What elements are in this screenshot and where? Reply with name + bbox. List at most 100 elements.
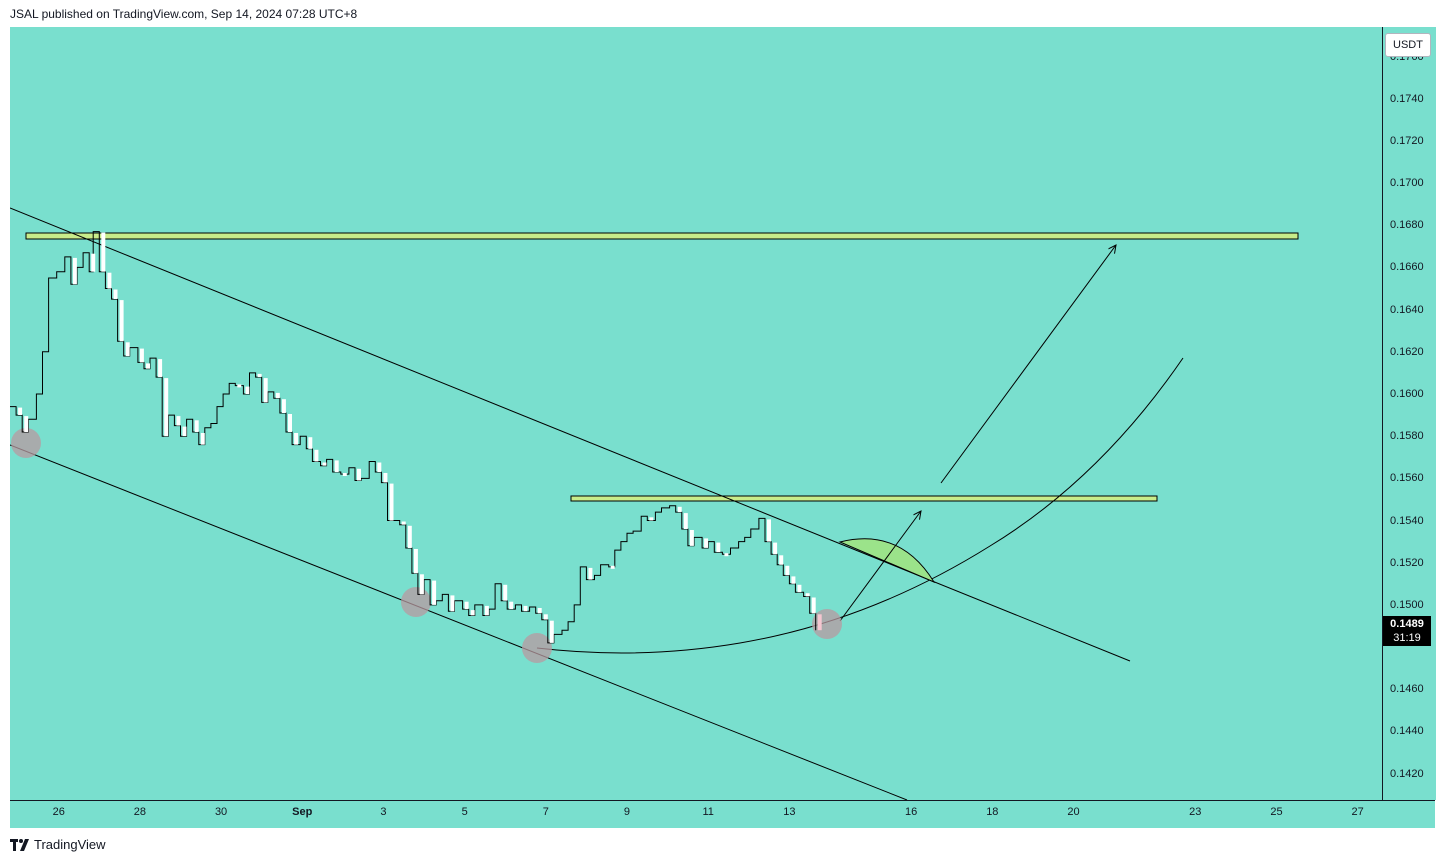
rounded-bottom-curve[interactable]	[536, 357, 1184, 654]
price-point	[72, 257, 77, 285]
price-tick: 0.1660	[1390, 261, 1424, 274]
price-point	[18, 407, 23, 415]
time-tick: 3	[380, 806, 387, 818]
price-scale[interactable]	[1382, 27, 1436, 800]
publisher-header: JSAL published on TradingView.com, Sep 1…	[10, 7, 358, 21]
time-tick: 23	[1189, 806, 1202, 818]
price-point	[308, 437, 313, 449]
pivot-marker[interactable]	[11, 428, 41, 458]
price-point	[811, 597, 816, 614]
price-series-line[interactable]	[10, 231, 817, 644]
price-point	[176, 416, 181, 426]
time-tick: 30	[214, 806, 228, 818]
price-point	[470, 610, 475, 616]
price-point	[649, 517, 654, 521]
price-point	[785, 565, 790, 576]
currency-badge[interactable]: USDT	[1385, 33, 1431, 57]
price-point	[543, 614, 548, 620]
price-point	[164, 378, 169, 437]
price-point	[334, 460, 339, 473]
price-point	[113, 289, 118, 299]
price-point	[237, 384, 242, 388]
price-point	[91, 253, 96, 272]
price-tick: 0.1540	[1390, 514, 1424, 527]
price-point	[413, 549, 418, 574]
price-point	[432, 580, 437, 605]
price-chart-svg[interactable]	[10, 27, 1382, 800]
price-point	[194, 420, 199, 432]
price-point	[107, 272, 112, 289]
price-point	[588, 567, 593, 580]
pivot-marker[interactable]	[522, 633, 552, 663]
price-tick: 0.1420	[1390, 767, 1424, 780]
last-price-value: 0.1489	[1390, 618, 1424, 630]
time-tick: 5	[461, 806, 468, 818]
pivot-marker[interactable]	[401, 587, 431, 617]
price-point	[773, 542, 778, 555]
channel-upper-trendline[interactable]	[10, 207, 1131, 662]
last-price-label: 0.1489 31:19	[1383, 616, 1431, 646]
time-tick: 9	[623, 806, 631, 818]
resistance-zone-upper[interactable]	[25, 232, 1299, 240]
price-tick: 0.1580	[1390, 430, 1424, 443]
price-tick: 0.1440	[1390, 725, 1424, 738]
price-point	[294, 433, 299, 445]
price-point	[342, 473, 347, 476]
time-tick: 16	[905, 806, 918, 818]
price-point	[683, 513, 688, 529]
price-point	[610, 565, 615, 569]
time-tick: 27	[1351, 806, 1364, 818]
chart-pane[interactable]	[10, 27, 1382, 800]
price-point	[716, 542, 721, 553]
time-tick: 11	[702, 806, 714, 818]
price-point	[383, 473, 388, 483]
price-point	[450, 595, 455, 612]
price-point	[704, 538, 709, 548]
price-point	[125, 342, 130, 357]
price-point	[689, 530, 694, 546]
time-tick: 28	[133, 806, 147, 818]
breakout-arrow-short[interactable]	[839, 511, 921, 622]
price-point	[401, 521, 406, 525]
price-point	[464, 601, 469, 610]
price-point	[263, 378, 268, 403]
price-tick: 0.1500	[1390, 598, 1424, 611]
price-tick: 0.1620	[1390, 345, 1424, 358]
price-tick: 0.1700	[1390, 177, 1424, 190]
price-point	[146, 363, 150, 369]
target-arrow-long[interactable]	[940, 245, 1116, 484]
resistance-zone-middle[interactable]	[570, 495, 1158, 502]
price-tick: 0.1640	[1390, 303, 1424, 316]
price-point	[767, 519, 771, 542]
price-point	[549, 620, 554, 643]
price-point	[257, 373, 262, 378]
price-point	[24, 416, 29, 432]
price-point	[817, 614, 822, 631]
price-point	[158, 359, 163, 378]
price-point	[509, 601, 514, 610]
price-tick: 0.1600	[1390, 387, 1424, 400]
price-tick: 0.1680	[1390, 219, 1424, 232]
price-point	[281, 399, 286, 413]
footer-brand[interactable]: TradingView	[10, 837, 106, 852]
price-point	[200, 433, 205, 445]
price-point	[805, 593, 810, 597]
price-point	[407, 525, 412, 548]
time-tick: 26	[52, 806, 65, 818]
pivot-marker[interactable]	[812, 609, 842, 639]
price-point	[724, 553, 729, 557]
price-point	[389, 483, 394, 521]
price-point	[288, 414, 292, 432]
price-point	[419, 574, 424, 595]
channel-lower-trendline[interactable]	[10, 444, 908, 800]
time-scale[interactable]	[10, 800, 1435, 828]
price-point	[484, 605, 489, 616]
bar-countdown: 31:19	[1393, 632, 1421, 644]
price-point	[101, 232, 106, 272]
price-point	[275, 392, 280, 399]
price-point	[377, 462, 382, 472]
time-tick: Sep	[292, 806, 313, 818]
price-point	[182, 426, 187, 437]
price-tick: 0.1720	[1390, 134, 1424, 147]
breakout-arc[interactable]	[838, 538, 936, 584]
